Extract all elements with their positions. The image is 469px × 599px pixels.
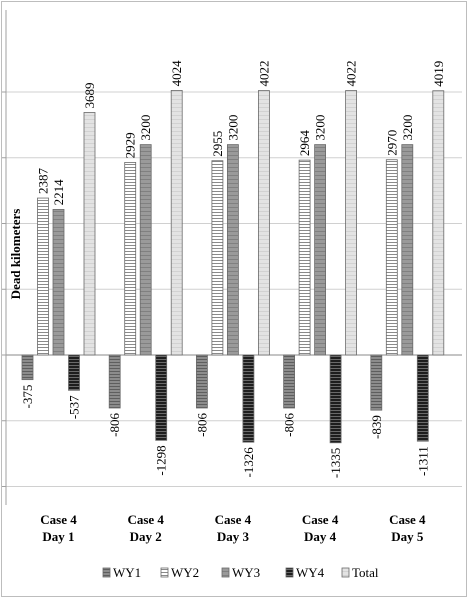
data-label: 2929 xyxy=(123,132,138,158)
bar-wy2-2 xyxy=(124,162,137,356)
legend-label-wy3: WY3 xyxy=(232,565,260,580)
data-label: -1311 xyxy=(415,446,430,476)
data-label: 2955 xyxy=(210,131,225,157)
bar-total-1 xyxy=(83,112,96,356)
data-label: -806 xyxy=(282,413,297,437)
bar-wy2-5 xyxy=(385,159,398,356)
bar-wy4-2 xyxy=(155,354,168,441)
data-label: -537 xyxy=(67,395,82,419)
data-label: -1326 xyxy=(241,447,256,478)
bar-total-2 xyxy=(170,90,183,356)
category-label: Case 4 xyxy=(40,512,77,527)
bar-wy1-2 xyxy=(108,354,121,409)
bar-wy2-1 xyxy=(37,197,49,356)
category-label: Case 4 xyxy=(215,512,252,527)
bar-wy3-4 xyxy=(314,144,327,356)
y-axis-ticks xyxy=(2,10,7,505)
category-label: Day 2 xyxy=(130,529,162,544)
bar-wy1-3 xyxy=(195,354,208,409)
legend-label-wy4: WY4 xyxy=(296,565,325,580)
bar-total-4 xyxy=(345,90,358,356)
y-axis-label: Dead kilometers xyxy=(8,209,23,300)
data-label: 3689 xyxy=(82,82,97,108)
legend-label-wy2: WY2 xyxy=(171,565,199,580)
data-label: 3200 xyxy=(225,115,240,141)
bar-wy4-4 xyxy=(329,354,342,444)
data-label: 4022 xyxy=(256,61,271,87)
data-label: -1335 xyxy=(328,448,343,478)
data-label: -839 xyxy=(369,415,384,439)
category-label: Case 4 xyxy=(127,512,164,527)
category-label: Day 4 xyxy=(304,529,337,544)
data-label: -375 xyxy=(20,385,35,409)
bars xyxy=(21,90,445,444)
data-label: -806 xyxy=(107,413,122,437)
data-label: -806 xyxy=(194,413,209,437)
bar-wy3-2 xyxy=(139,144,152,356)
bar-wy1-5 xyxy=(370,354,383,411)
bar-wy3-5 xyxy=(401,144,414,356)
bar-wy1-4 xyxy=(283,354,296,409)
bar-wy4-3 xyxy=(242,354,255,443)
legend-swatch-wy4 xyxy=(285,567,294,578)
data-label: 2387 xyxy=(36,168,51,195)
category-label: Day 1 xyxy=(42,529,74,544)
legend-swatch-wy2 xyxy=(160,567,169,578)
legend: WY1 WY2 WY3 WY4 Total xyxy=(102,565,379,580)
data-label: 2964 xyxy=(297,130,312,157)
bar-wy4-5 xyxy=(416,354,429,442)
data-label: 3200 xyxy=(138,115,153,141)
category-label: Day 3 xyxy=(217,529,250,544)
data-label: 4022 xyxy=(344,61,359,87)
data-label: 2970 xyxy=(384,130,399,156)
category-label: Case 4 xyxy=(389,512,426,527)
bar-wy1-1 xyxy=(21,354,34,381)
data-label: 4019 xyxy=(431,61,446,87)
bar-wy3-3 xyxy=(226,144,239,356)
legend-swatch-wy1 xyxy=(102,567,111,578)
legend-swatch-wy3 xyxy=(221,567,230,578)
data-label: 3200 xyxy=(400,115,415,141)
data-label: 4024 xyxy=(169,60,184,87)
bar-total-3 xyxy=(257,90,270,356)
bar-total-5 xyxy=(432,90,445,356)
bar-wy2-3 xyxy=(211,160,224,356)
legend-swatch-total xyxy=(341,567,350,578)
legend-label-total: Total xyxy=(352,565,379,580)
category-label: Case 4 xyxy=(302,512,339,527)
bar-wy4-1 xyxy=(68,354,80,391)
bar-wy3-1 xyxy=(52,209,65,356)
category-label: Day 5 xyxy=(391,529,424,544)
bar-wy2-4 xyxy=(298,159,311,356)
legend-label-wy1: WY1 xyxy=(113,565,141,580)
data-label: 3200 xyxy=(313,115,328,141)
data-label: -1298 xyxy=(154,445,169,475)
data-label: 2214 xyxy=(51,179,66,206)
category-labels: Case 4 Day 1 Case 4 Day 2 Case 4 Day 3 Case 4 D… xyxy=(40,512,426,544)
